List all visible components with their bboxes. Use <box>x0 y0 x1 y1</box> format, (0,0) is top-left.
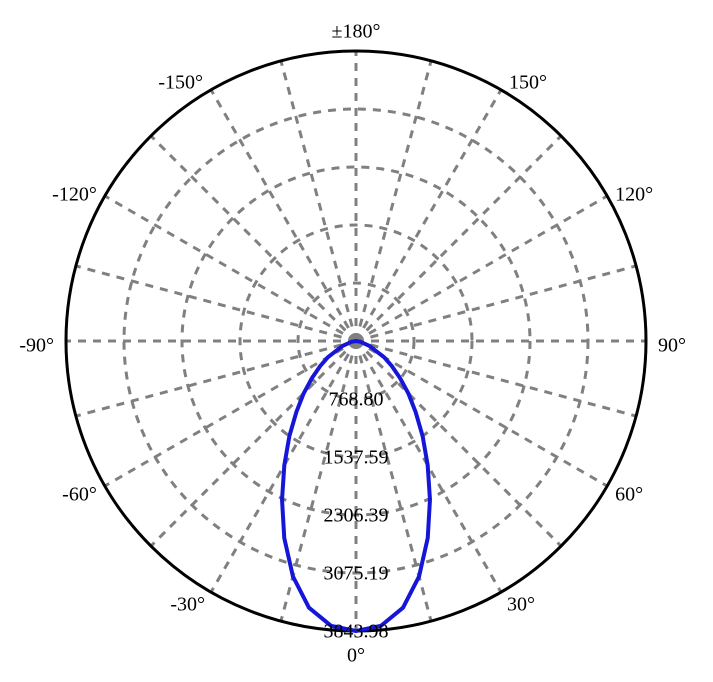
ring-label: 3075.19 <box>324 563 389 585</box>
ring-label: 2306.39 <box>324 505 389 527</box>
angle-label: 120° <box>615 184 653 206</box>
angle-label: -90° <box>19 335 54 357</box>
angle-label: -60° <box>62 484 97 506</box>
ring-label: 1537.59 <box>324 447 389 469</box>
angle-label: 0° <box>347 645 365 667</box>
angle-label: ±180° <box>332 21 381 43</box>
angle-label: -150° <box>158 71 203 93</box>
angle-label: -30° <box>170 594 205 616</box>
polar-chart: 768.80 1537.59 2306.39 3075.19 3843.98 ±180° 1… <box>0 0 713 682</box>
ring-label: 768.80 <box>329 389 384 411</box>
angle-label: 150° <box>509 71 547 93</box>
ring-label: 3843.98 <box>324 621 389 643</box>
angle-label: 60° <box>615 484 643 506</box>
angle-label: 30° <box>507 594 535 616</box>
angle-label: -120° <box>52 184 97 206</box>
angle-label: 90° <box>658 335 686 357</box>
